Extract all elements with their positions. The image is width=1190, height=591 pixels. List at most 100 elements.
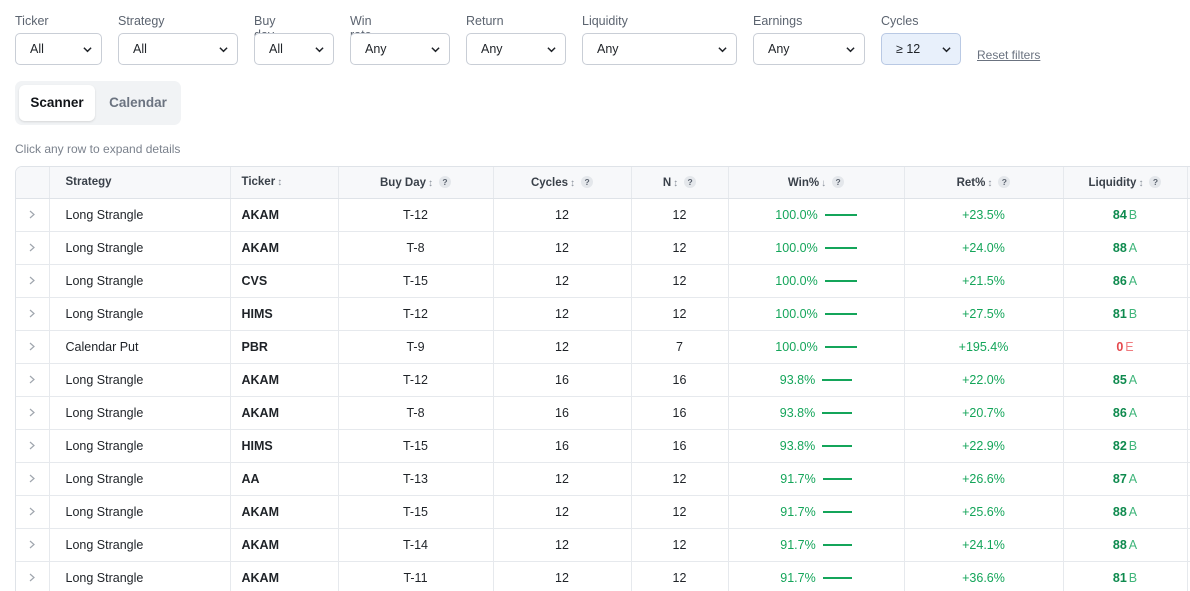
- cycles-select[interactable]: ≥ 12: [881, 33, 961, 65]
- return-select[interactable]: Any: [466, 33, 566, 65]
- n-column-header[interactable]: N ↕?: [631, 167, 729, 199]
- ticker-cell: AKAM: [230, 363, 339, 397]
- buy-day-cell: T-8: [338, 231, 494, 265]
- win-rate-select[interactable]: Any: [350, 33, 450, 65]
- ticker-cell: AKAM: [230, 231, 339, 265]
- strategy-cell: Calendar Put: [49, 330, 231, 364]
- expand-row-toggle[interactable]: [16, 396, 50, 430]
- expand-row-toggle[interactable]: [16, 429, 50, 463]
- expand-row-toggle[interactable]: [16, 297, 50, 331]
- n-cell: 12: [631, 462, 729, 496]
- expand-row-toggle[interactable]: [16, 462, 50, 496]
- help-icon[interactable]: ?: [998, 175, 1011, 188]
- table-row[interactable]: Long Strangle AKAM T-12 12 12 100.0% +23.5% 84 B: [16, 198, 1190, 232]
- ticker-cell: CVS: [230, 264, 339, 298]
- expand-row-toggle[interactable]: [16, 363, 50, 397]
- strategy-column-header[interactable]: Strategy: [49, 167, 231, 199]
- ticker-select[interactable]: All: [15, 33, 102, 65]
- win-cell: 91.7%: [728, 528, 905, 562]
- expand-row-toggle[interactable]: [16, 330, 50, 364]
- table-row[interactable]: Long Strangle AKAM T-15 12 12 91.7% +25.6% 88 A: [16, 495, 1190, 529]
- win-cell: 100.0%: [728, 231, 905, 265]
- overflow-cell: [1187, 462, 1190, 496]
- ret-column-header[interactable]: Ret% ↕?: [904, 167, 1064, 199]
- strategy-cell: Long Strangle: [49, 363, 231, 397]
- table-row[interactable]: Long Strangle AA T-13 12 12 91.7% +26.6% 87 A: [16, 462, 1190, 496]
- table-row[interactable]: Long Strangle AKAM T-11 12 12 91.7% +36.6% 81 B: [16, 561, 1190, 591]
- help-icon[interactable]: ?: [439, 175, 452, 188]
- tab-scanner[interactable]: Scanner: [19, 85, 95, 121]
- n-cell: 12: [631, 528, 729, 562]
- overflow-cell: [1187, 396, 1190, 430]
- help-icon[interactable]: ?: [581, 175, 594, 188]
- expand-row-toggle[interactable]: [16, 198, 50, 232]
- strategy-cell: Long Strangle: [49, 198, 231, 232]
- table-row[interactable]: Calendar Put PBR T-9 12 7 100.0% +195.4% 0 E: [16, 330, 1190, 364]
- cycles-column-header[interactable]: Cycles ↕?: [493, 167, 632, 199]
- expand-row-toggle[interactable]: [16, 495, 50, 529]
- win-rate-bar: [824, 214, 857, 217]
- buy-day-column-header[interactable]: Buy Day ↕?: [338, 167, 494, 199]
- ret-header-label: Ret%: [956, 176, 986, 189]
- buy-day-cell: T-12: [338, 363, 494, 397]
- earnings-select[interactable]: Any: [753, 33, 865, 65]
- earnings-filter-label: Earnings: [753, 14, 803, 28]
- win-rate-bar: [822, 445, 853, 448]
- help-icon[interactable]: ?: [832, 175, 845, 188]
- return-filter: Return Any: [466, 14, 566, 65]
- table-row[interactable]: Long Strangle AKAM T-14 12 12 91.7% +24.1% 88 A: [16, 528, 1190, 562]
- table-row[interactable]: Long Strangle HIMS T-12 12 12 100.0% +27.5% 81 B: [16, 297, 1190, 331]
- expand-column-header: [16, 167, 50, 199]
- win-rate-bar: [822, 577, 852, 580]
- win-rate-value: 100.0%: [775, 306, 818, 321]
- tab-calendar[interactable]: Calendar: [109, 95, 167, 110]
- table-row[interactable]: Long Strangle CVS T-15 12 12 100.0% +21.5% 86 A: [16, 264, 1190, 298]
- table-row[interactable]: Long Strangle AKAM T-8 16 16 93.8% +20.7% 86 A: [16, 396, 1190, 430]
- strategy-cell: Long Strangle: [49, 495, 231, 529]
- ticker-cell: HIMS: [230, 429, 339, 463]
- table-row[interactable]: Long Strangle AKAM T-12 16 16 93.8% +22.0% 85 A: [16, 363, 1190, 397]
- n-header-label: N: [662, 176, 672, 189]
- win-rate-bar: [824, 280, 857, 283]
- ret-cell: +22.0%: [904, 363, 1064, 397]
- win-rate-bar: [822, 379, 853, 382]
- help-icon[interactable]: ?: [1149, 175, 1162, 188]
- expand-row-toggle[interactable]: [16, 264, 50, 298]
- liquidity-select[interactable]: Any: [582, 33, 737, 65]
- ret-cell: +22.9%: [904, 429, 1064, 463]
- liquidity-cell: 86 A: [1063, 264, 1188, 298]
- expand-row-toggle[interactable]: [16, 528, 50, 562]
- strategy-cell: Long Strangle: [49, 231, 231, 265]
- cycles-select-value: ≥ 12: [896, 42, 921, 56]
- win-column-header[interactable]: Win% ↓?: [728, 167, 905, 199]
- expand-row-toggle[interactable]: [16, 231, 50, 265]
- n-cell: 7: [631, 330, 729, 364]
- buy-day-cell: T-11: [338, 561, 494, 591]
- strategy-select[interactable]: All: [118, 33, 238, 65]
- liquidity-score: 82: [1112, 438, 1127, 453]
- liquidity-score: 81: [1112, 570, 1127, 585]
- chevron-right-icon: [29, 342, 36, 350]
- liquidity-filter: Liquidity Any: [582, 14, 737, 65]
- help-icon[interactable]: ?: [684, 175, 697, 188]
- ret-cell: +36.6%: [904, 561, 1064, 591]
- expand-row-toggle[interactable]: [16, 561, 50, 591]
- liquidity-grade: B: [1128, 207, 1138, 222]
- reset-filters-link[interactable]: Reset filters: [977, 48, 1041, 62]
- table-row[interactable]: Long Strangle HIMS T-15 16 16 93.8% +22.9% 82 B: [16, 429, 1190, 463]
- overflow-cell: [1187, 528, 1190, 562]
- liquidity-score: 88: [1112, 537, 1127, 552]
- table-row[interactable]: Long Strangle AKAM T-8 12 12 100.0% +24.0% 88 A: [16, 231, 1190, 265]
- ticker-cell: AKAM: [230, 495, 339, 529]
- ticker-column-header[interactable]: Ticker ↕: [230, 167, 339, 199]
- liquidity-score: 81: [1112, 306, 1127, 321]
- ticker-cell: AKAM: [230, 198, 339, 232]
- liquidity-cell: 84 B: [1063, 198, 1188, 232]
- liquidity-grade: A: [1128, 405, 1138, 420]
- liquidity-column-header[interactable]: Liquidity ↕?: [1063, 167, 1188, 199]
- strategy-filter-label: Strategy: [118, 14, 165, 28]
- buy-day-select[interactable]: All: [254, 33, 334, 65]
- win-rate-value: 93.8%: [779, 372, 816, 387]
- cycles-cell: 16: [493, 429, 632, 463]
- win-rate-bar: [822, 478, 852, 481]
